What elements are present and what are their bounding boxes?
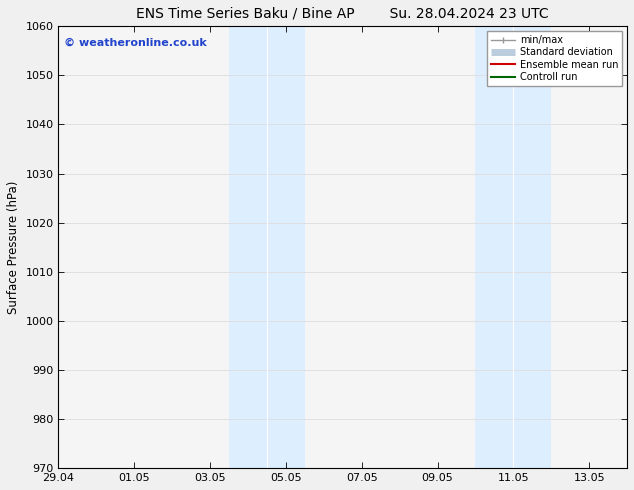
Legend: min/max, Standard deviation, Ensemble mean run, Controll run: min/max, Standard deviation, Ensemble me…: [487, 31, 622, 86]
Bar: [476, 26, 551, 468]
Title: ENS Time Series Baku / Bine AP        Su. 28.04.2024 23 UTC: ENS Time Series Baku / Bine AP Su. 28.04…: [136, 7, 549, 21]
Text: © weatheronline.co.uk: © weatheronline.co.uk: [64, 37, 207, 48]
Bar: [229, 26, 305, 468]
Y-axis label: Surface Pressure (hPa): Surface Pressure (hPa): [7, 180, 20, 314]
